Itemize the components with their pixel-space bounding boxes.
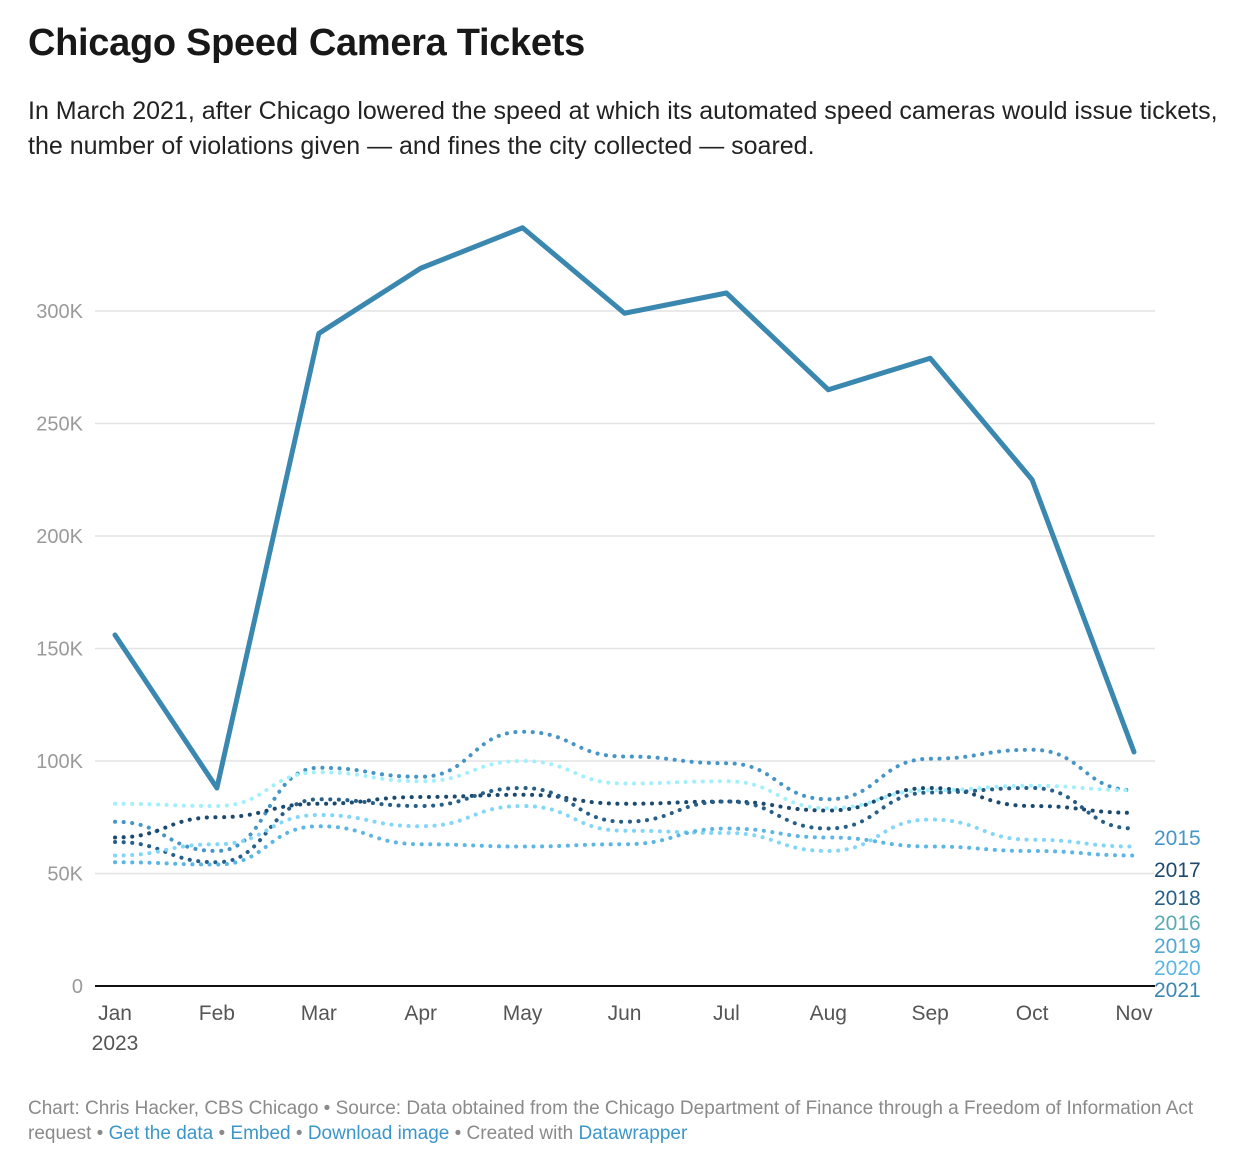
chart-subtitle: In March 2021, after Chicago lowered the…	[28, 97, 1218, 160]
x-tick-label: Mar	[301, 1002, 337, 1025]
y-tick-label: 0	[72, 976, 83, 998]
x-tick-label: Sep	[912, 1002, 949, 1025]
series-label-2016: 2016	[1154, 912, 1201, 935]
y-tick-label: 150K	[36, 639, 83, 661]
x-tick-sublabel: 2023	[92, 1032, 139, 1055]
x-tick-label: Feb	[199, 1002, 235, 1025]
series-label-2021: 2021	[1154, 979, 1201, 1002]
series-label-2017: 2017	[1154, 859, 1201, 882]
series-line-2015	[113, 729, 1136, 853]
y-tick-label: 100K	[36, 751, 83, 773]
series-line-2016	[113, 759, 1136, 811]
y-tick-label: 50K	[47, 864, 83, 886]
embed-link[interactable]: Embed	[230, 1123, 291, 1144]
series-label-2020: 2020	[1154, 957, 1201, 980]
source-credit: Chart: Chris Hacker, CBS Chicago • Sourc…	[28, 1098, 1194, 1144]
separator: •	[213, 1123, 231, 1144]
series-line-2018	[113, 786, 1136, 865]
get-data-link[interactable]: Get the data	[108, 1123, 214, 1144]
x-tick-label: Aug	[810, 1002, 847, 1025]
created-with: • Created with	[449, 1123, 579, 1144]
chart-footer: Chart: Chris Hacker, CBS Chicago • Sourc…	[28, 1096, 1218, 1146]
y-tick-label: 250K	[36, 414, 83, 436]
series-line-2020	[113, 824, 1136, 867]
series-label-2015: 2015	[1154, 827, 1201, 850]
x-tick-label: Jun	[608, 1002, 642, 1025]
x-tick-label: Apr	[404, 1002, 437, 1025]
download-image-link[interactable]: Download image	[307, 1123, 450, 1144]
y-tick-label: 300K	[36, 301, 83, 323]
series-label-2018: 2018	[1154, 887, 1201, 910]
series-line-2017	[113, 786, 1136, 840]
series-line-2019	[113, 804, 1136, 858]
y-tick-label: 200K	[36, 526, 83, 548]
separator: •	[290, 1123, 308, 1144]
chart-title: Chicago Speed Camera Tickets	[28, 22, 585, 64]
x-tick-label: Jul	[713, 1002, 740, 1025]
x-tick-label: Jan	[98, 1002, 132, 1025]
series-label-2019: 2019	[1154, 935, 1201, 958]
series-line-2021	[112, 225, 1137, 791]
x-tick-label: Oct	[1016, 1002, 1049, 1025]
x-tick-label: May	[503, 1002, 543, 1025]
x-tick-label: Nov	[1115, 1002, 1153, 1025]
datawrapper-link[interactable]: Datawrapper	[578, 1123, 688, 1144]
